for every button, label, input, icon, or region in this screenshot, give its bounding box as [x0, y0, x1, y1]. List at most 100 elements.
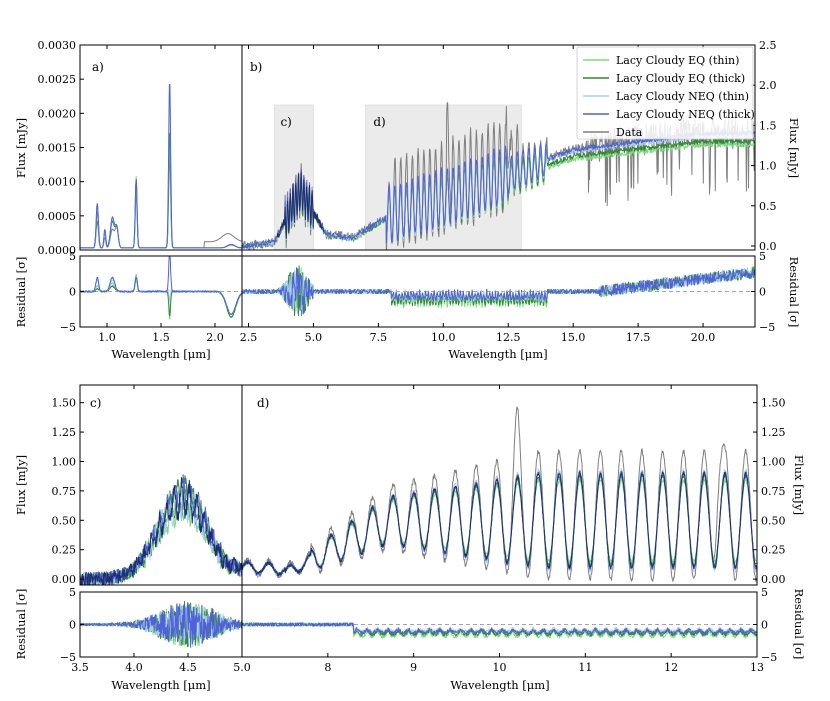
- panel-d-ytick-label: 1.50: [761, 397, 786, 410]
- panel-c-ytick-label: 0.00: [52, 573, 77, 586]
- panel-d-ytick-label: 1.25: [761, 426, 786, 439]
- panel-a-xlabel: Wavelength [μm]: [111, 347, 210, 361]
- panel-b-label: b): [250, 60, 262, 74]
- panel-a-residual-line-0: [80, 273, 242, 320]
- panel-b-ytick-label: 5: [759, 250, 766, 263]
- panel-a-residual-line-2: [80, 279, 242, 316]
- panel-b-ytick-label: 2.5: [759, 39, 777, 52]
- panel-d-xtick-label: 11: [578, 661, 592, 674]
- panel-c-xtick-label: 4.5: [179, 661, 197, 674]
- panel-a-model-line-2: [80, 92, 242, 249]
- panel-c-model-line-0: [80, 486, 242, 585]
- panel-d-xtick-label: 13: [750, 661, 764, 674]
- panel-d-residual-line-3: [242, 622, 757, 635]
- panel-b-xtick-label: 15.0: [561, 331, 586, 344]
- panel-c-ytick-label: 1.00: [52, 455, 77, 468]
- panel-c-xtick-label: 5.0: [233, 661, 251, 674]
- panel-d-data-line: [242, 406, 757, 582]
- panel-c-ytick-label: −5: [60, 651, 76, 664]
- panel-a-ytick-label: 0.0010: [38, 176, 77, 189]
- panel-a-ytick-label: 0.0015: [38, 142, 77, 155]
- panel-a-ytick-label: 0.0030: [38, 39, 77, 52]
- panel-c-xtick-label: 3.5: [71, 661, 89, 674]
- panel-c-ytick-label: 0.75: [52, 485, 77, 498]
- panel-d-ytick-label: 0.25: [761, 544, 786, 557]
- panel-d-ytick-label: 1.00: [761, 455, 786, 468]
- panel-c-flux-series: [80, 474, 242, 585]
- legend-label-neq-thin: Lacy Cloudy NEQ (thin): [616, 90, 749, 103]
- panel-c-xlabel: Wavelength [μm]: [111, 678, 210, 692]
- axis-ticks: 1.0 1.5 2.0 2.5 5.0 7.5 10.0 12.5 15.0 17.5 20.0 3.…: [38, 39, 786, 674]
- panel-d-flux-series: [242, 406, 757, 582]
- panel-a-ytick-label: 5: [69, 250, 76, 263]
- panel-c-ytick-label: 1.50: [52, 397, 77, 410]
- panel-c-ytick-label: 0.50: [52, 514, 77, 527]
- panel-b-xtick-label: 2.5: [240, 331, 258, 344]
- panel-a-ytick-label: 0.0025: [38, 73, 77, 86]
- panel-d-xtick-label: 8: [324, 661, 331, 674]
- panel-d-ytick-label: 0.50: [761, 514, 786, 527]
- panel-a-label: a): [92, 60, 104, 74]
- panel-b-ytick-label: 1.0: [759, 160, 777, 173]
- panel-c-ytick-label: 1.25: [52, 426, 77, 439]
- legend: Lacy Cloudy EQ (thin) Lacy Cloudy EQ (th…: [576, 46, 755, 140]
- panel-b-residual-line-2: [242, 266, 755, 311]
- legend-label-neq-thick: Lacy Cloudy NEQ (thick): [616, 108, 755, 121]
- panel-c-ytick-label: 0.25: [52, 544, 77, 557]
- panel-d-model-line-2: [242, 468, 757, 577]
- panel-c-residual-series: [80, 601, 242, 648]
- legend-label-eq-thick: Lacy Cloudy EQ (thick): [616, 72, 745, 85]
- panel-d-residual-series: [242, 622, 757, 639]
- panel-b-xlabel: Wavelength [μm]: [448, 347, 547, 361]
- panel-b-ytick-label: −5: [759, 321, 775, 334]
- panel-b-xtick-label: 17.5: [626, 331, 651, 344]
- panel-b-xtick-label: 5.0: [305, 331, 323, 344]
- panel-a-ytick-label: 0.0005: [38, 210, 77, 223]
- panel-b-xtick-label: 20.0: [691, 331, 716, 344]
- zoom-region-c-label: c): [280, 115, 291, 129]
- panel-a-residual-line-3: [80, 256, 242, 315]
- panel-a-xtick-label: 1.0: [98, 331, 116, 344]
- panel-b-core-line: [276, 172, 325, 239]
- panel-b-residual-series: [242, 265, 755, 317]
- panel-d-label: d): [257, 396, 269, 410]
- panel-a-ytick-label: 0.0020: [38, 107, 77, 120]
- panel-a-residual-series: [80, 256, 242, 320]
- panel-a-ytick-label: 0: [69, 286, 76, 299]
- panel-a-xtick-label: 2.0: [206, 331, 224, 344]
- bottom-residual-left-ylabel: Residual [σ]: [14, 589, 28, 660]
- panel-c-ytick-label: 5: [69, 586, 76, 599]
- panel-c-label: c): [90, 396, 101, 410]
- panel-d-xlabel: Wavelength [μm]: [450, 678, 549, 692]
- top-flux-left-ylabel: Flux [mJy]: [14, 118, 28, 178]
- panel-b-ytick-label: 0: [759, 286, 766, 299]
- panel-b-ytick-label: 1.5: [759, 119, 777, 132]
- legend-label-data: Data: [616, 126, 643, 139]
- legend-box: [576, 46, 754, 140]
- bottom-flux-right-ylabel: Flux [mJy]: [792, 455, 806, 515]
- panel-a-ytick-label: −5: [60, 321, 76, 334]
- panel-d-xtick-label: 12: [664, 661, 678, 674]
- bottom-flux-axes-frame: [79, 384, 758, 586]
- top-residual-left-ylabel: Residual [σ]: [14, 257, 28, 328]
- top-flux-right-ylabel: Flux [mJy]: [787, 118, 801, 178]
- bottom-flux-left-ylabel: Flux [mJy]: [14, 455, 28, 515]
- panel-a-flux-series: [80, 83, 242, 249]
- panel-b-xtick-label: 10.0: [431, 331, 456, 344]
- panel-d-ytick-label: −5: [761, 651, 777, 664]
- bottom-residual-right-ylabel: Residual [σ]: [792, 589, 806, 660]
- panel-a-residual-line-1: [80, 277, 242, 318]
- panel-a-model-line-3: [80, 83, 242, 249]
- panel-b-residual-line-3: [242, 268, 755, 315]
- panel-a-xtick-label: 1.5: [152, 331, 170, 344]
- zoom-region-d-label: d): [373, 115, 385, 129]
- legend-label-eq-thin: Lacy Cloudy EQ (thin): [616, 54, 739, 67]
- panel-d-ytick-label: 0: [761, 619, 768, 632]
- panel-d-ytick-label: 0.00: [761, 573, 786, 586]
- panel-b-ytick-label: 0.5: [759, 200, 777, 213]
- panel-b-ytick-label: 2.0: [759, 79, 777, 92]
- panel-d-xtick-label: 9: [410, 661, 417, 674]
- panel-b-residual-line-0: [242, 266, 755, 312]
- panel-d-xtick-label: 10: [493, 661, 507, 674]
